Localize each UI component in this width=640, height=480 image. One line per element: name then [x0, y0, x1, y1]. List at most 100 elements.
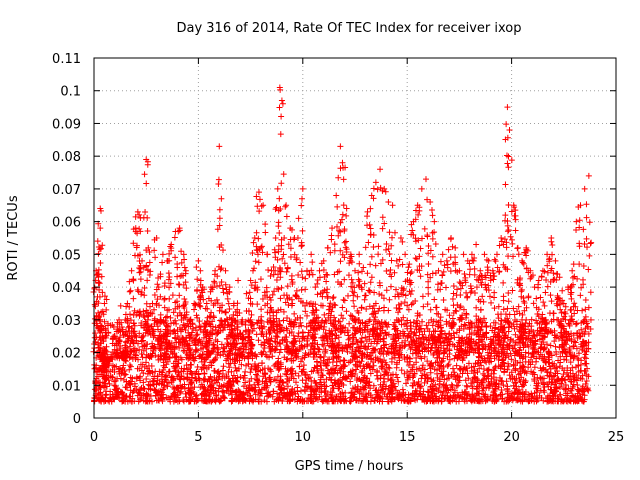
x-axis-tick-labels: 0 5 10 15 20 25 — [90, 430, 624, 445]
data-point — [477, 316, 484, 323]
data-point — [435, 323, 442, 330]
data-point — [539, 267, 546, 274]
data-point — [402, 251, 409, 258]
data-point — [191, 300, 198, 307]
data-point — [243, 290, 250, 297]
data-point — [364, 208, 371, 215]
data-point — [316, 267, 323, 274]
data-point — [337, 143, 344, 150]
data-point — [581, 316, 588, 323]
data-point — [143, 156, 150, 163]
data-point — [268, 307, 275, 313]
data-point — [95, 271, 102, 277]
data-points — [93, 84, 592, 382]
data-point — [552, 257, 559, 264]
data-point — [276, 84, 283, 91]
y-tick-label: 0.05 — [52, 248, 81, 263]
data-point — [385, 199, 392, 205]
data-point — [473, 241, 480, 248]
data-point — [172, 228, 179, 235]
data-point — [504, 104, 511, 111]
data-point — [360, 264, 367, 271]
data-point — [251, 235, 258, 241]
data-point — [564, 284, 571, 291]
data-point — [427, 199, 434, 205]
data-point — [347, 251, 354, 258]
dense-point-cloud — [90, 86, 595, 405]
data-point — [431, 218, 438, 225]
data-point — [184, 316, 191, 323]
data-point — [145, 244, 152, 251]
data-point — [514, 244, 521, 251]
x-tick-label: 25 — [608, 430, 625, 445]
axis-ticks — [93, 57, 617, 419]
data-point — [128, 267, 135, 274]
data-point — [134, 208, 141, 215]
spike-marks — [90, 86, 595, 382]
y-tick-label: 0.03 — [52, 314, 81, 329]
data-point — [149, 300, 156, 307]
plot-frame — [93, 57, 617, 419]
data-point — [222, 267, 229, 274]
data-point — [124, 300, 131, 307]
data-point — [544, 251, 551, 258]
data-point — [310, 316, 317, 323]
data-point — [97, 225, 104, 232]
data-point — [303, 267, 310, 274]
data-point — [199, 284, 206, 291]
y-axis-label: ROTI / TECUs — [6, 195, 21, 280]
data-point — [159, 251, 166, 258]
data-point — [548, 235, 555, 241]
data-point — [155, 284, 162, 291]
data-point — [111, 333, 118, 340]
data-point — [120, 349, 127, 356]
data-point — [320, 257, 327, 264]
data-point — [418, 185, 425, 192]
data-point — [481, 251, 488, 258]
data-point — [216, 143, 223, 150]
data-point — [456, 316, 463, 323]
data-point — [389, 202, 396, 209]
data-point — [122, 316, 129, 323]
data-point — [230, 300, 237, 307]
data-point — [212, 267, 219, 274]
data-point — [464, 257, 471, 264]
data-point — [377, 166, 384, 173]
data-point — [176, 225, 183, 232]
data-point — [397, 235, 404, 241]
data-point — [435, 267, 442, 274]
data-point — [283, 202, 290, 209]
data-point — [255, 189, 262, 196]
data-point — [339, 159, 346, 166]
data-point — [287, 225, 294, 232]
x-tick-label: 0 — [90, 430, 98, 445]
data-point — [324, 244, 331, 251]
y-tick-label: 0 — [73, 412, 81, 427]
data-point — [456, 267, 463, 274]
data-point — [485, 257, 492, 264]
data-point — [468, 251, 475, 258]
data-point — [443, 257, 450, 264]
data-point — [268, 267, 275, 274]
data-point — [489, 267, 496, 274]
chart-title: Day 316 of 2014, Rate Of TEC Index for r… — [176, 21, 521, 36]
data-point — [272, 235, 279, 241]
data-point — [101, 300, 108, 307]
data-point — [356, 251, 363, 258]
data-point — [448, 235, 455, 241]
data-point — [139, 257, 146, 264]
data-point — [143, 310, 150, 317]
data-point — [560, 300, 567, 307]
data-point — [477, 267, 484, 274]
data-point — [299, 185, 306, 192]
data-point — [207, 284, 214, 291]
data-point — [116, 316, 123, 323]
x-axis-label: GPS time / hours — [295, 459, 404, 474]
data-point — [164, 257, 171, 264]
data-point — [410, 218, 417, 225]
data-point — [168, 241, 175, 248]
data-point — [493, 251, 500, 258]
data-point — [531, 284, 538, 291]
data-point — [368, 192, 375, 199]
y-tick-label: 0.11 — [52, 52, 81, 67]
